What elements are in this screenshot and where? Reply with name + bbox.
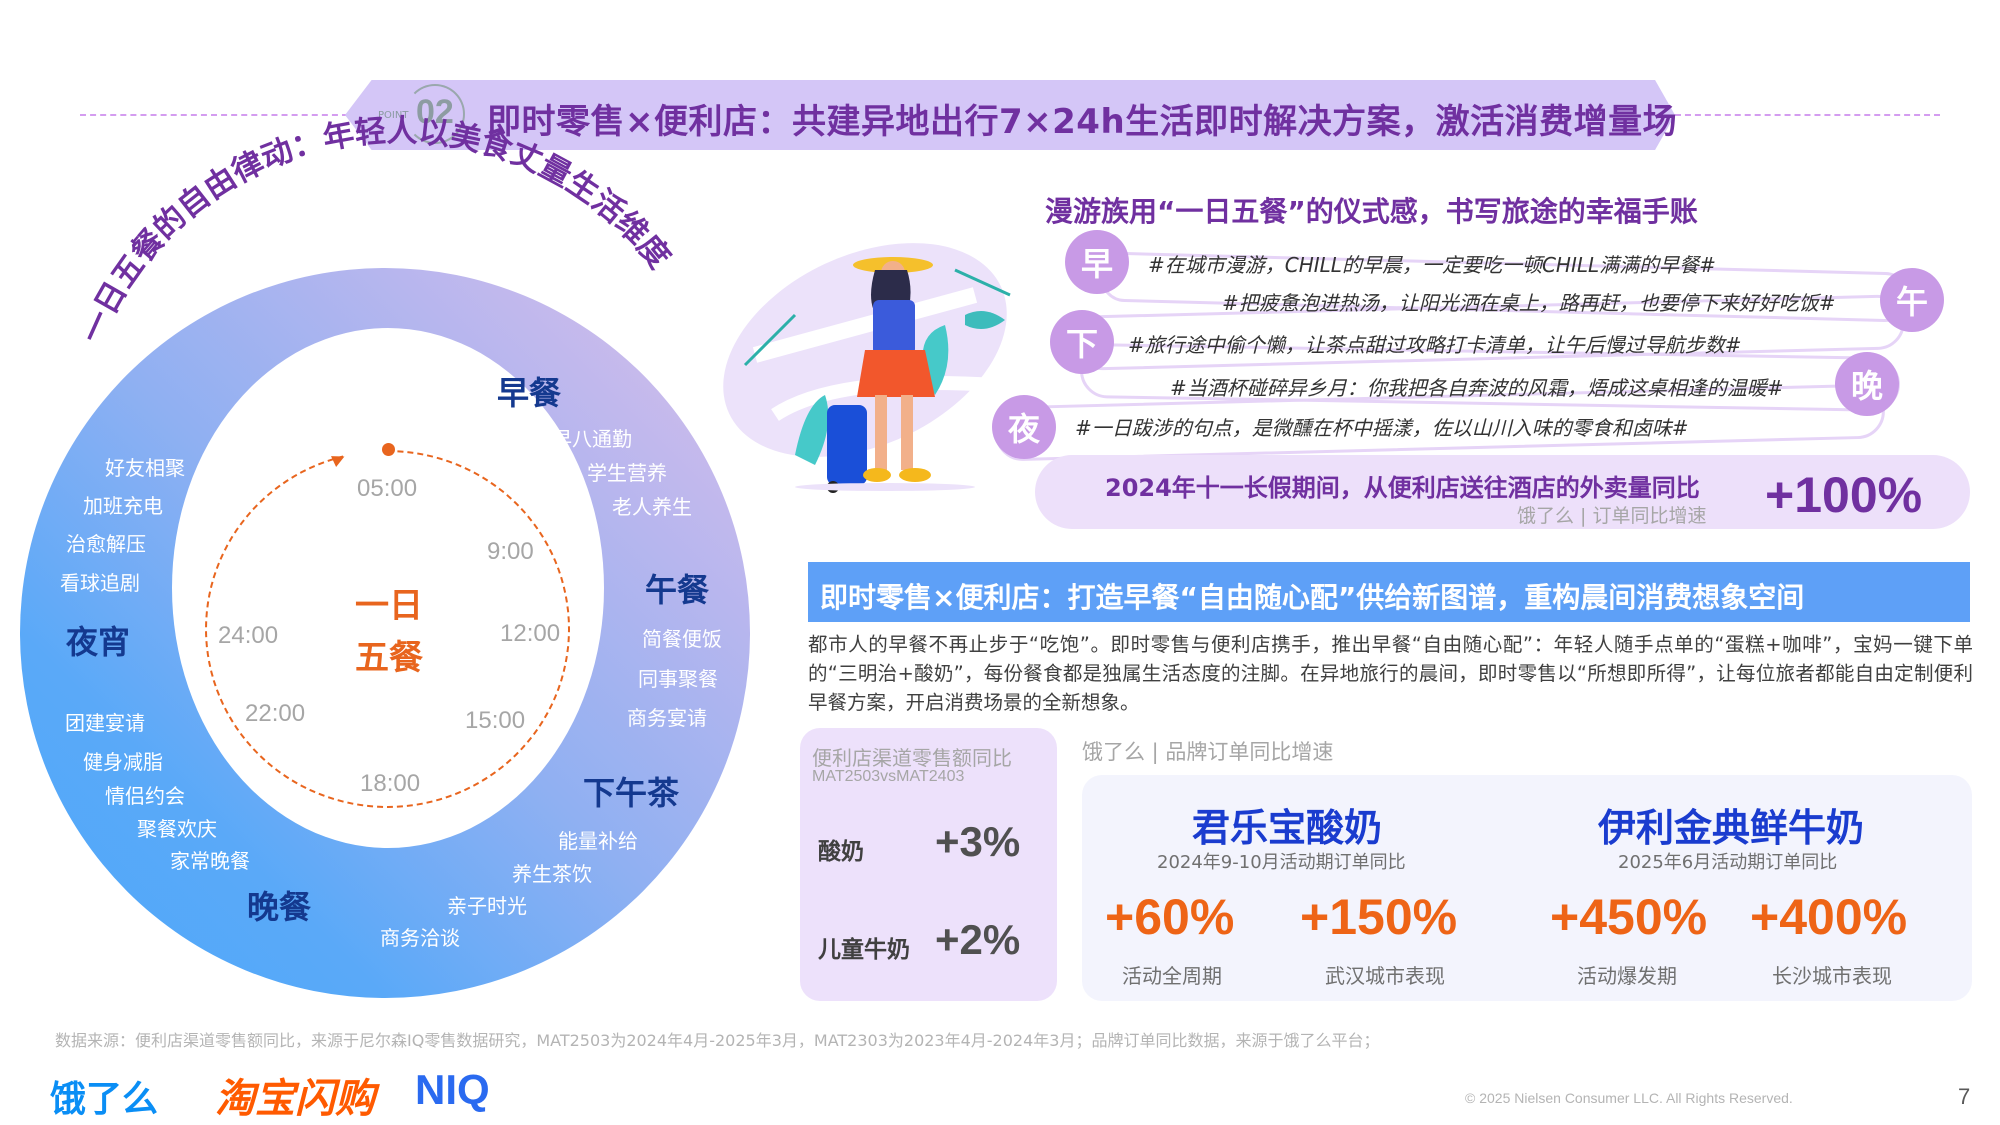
bubble-noon: 午 bbox=[1880, 268, 1944, 332]
brand-stat-value: +400% bbox=[1750, 889, 1908, 945]
tag-tea-2: 养生茶饮 bbox=[512, 862, 592, 886]
retail-box-title: 便利店渠道零售额同比 bbox=[812, 746, 1012, 770]
start-dot-icon bbox=[382, 443, 395, 456]
retail-item-label: 酸奶 bbox=[818, 839, 864, 865]
time-1200: 12:00 bbox=[500, 620, 561, 647]
brand-stat-label: 活动爆发期 bbox=[1577, 964, 1677, 988]
brand-stat-label: 长沙城市表现 bbox=[1772, 964, 1892, 988]
brand-stat-label: 活动全周期 bbox=[1122, 964, 1222, 988]
retail-growth-box bbox=[800, 728, 1057, 1001]
retail-item-value: +3% bbox=[935, 818, 1021, 865]
hashtag-morning: #在城市漫游，CHILL的早晨，一定要吃一顿CHILL满满的早餐# bbox=[1148, 253, 1716, 277]
meal-late-night: 夜宵 bbox=[66, 623, 131, 661]
highlight-stat-value: +100% bbox=[1765, 467, 1923, 523]
brand-box-caption: 饿了么 | 品牌订单同比增速 bbox=[1082, 740, 1334, 764]
retail-box-subtitle: MAT2503vsMAT2403 bbox=[812, 768, 965, 785]
header-dashed-line-right bbox=[1675, 114, 1940, 116]
tag-lunch-3: 商务宴请 bbox=[627, 706, 707, 730]
point-number-circle bbox=[405, 84, 465, 144]
time-0900: 9:00 bbox=[487, 538, 534, 565]
time-2400: 24:00 bbox=[218, 622, 279, 649]
dash-gap bbox=[345, 440, 383, 470]
retail-item-label: 儿童牛奶 bbox=[818, 937, 910, 963]
brand-stat-label: 武汉城市表现 bbox=[1325, 964, 1445, 988]
highlight-stat-source: 饿了么 | 订单同比增速 bbox=[1517, 505, 1707, 527]
arc-title: 一日五餐的自由律动：年轻人以美食丈量生活维度 bbox=[74, 113, 677, 348]
brand-growth-box bbox=[1082, 775, 1972, 1001]
header-dashed-line-left bbox=[80, 114, 348, 116]
brand-stat-value: +150% bbox=[1300, 889, 1458, 945]
tag-breakfast-1: 早八通勤 bbox=[552, 427, 632, 451]
brand-period: 2024年9-10月活动期订单同比 bbox=[1157, 852, 1406, 873]
point-number: 02 bbox=[416, 93, 454, 131]
tag-night-4: 看球追剧 bbox=[60, 571, 140, 595]
bubble-night: 夜 bbox=[992, 395, 1056, 459]
tag-breakfast-2: 学生营养 bbox=[587, 461, 667, 485]
taobao-shangou-logo: 淘宝闪购 bbox=[215, 1076, 375, 1122]
tag-dinner-2: 健身减脂 bbox=[83, 750, 163, 774]
tag-tea-3: 亲子时光 bbox=[447, 894, 527, 918]
tag-dinner-1: 团建宴请 bbox=[65, 711, 145, 735]
tag-night-3: 治愈解压 bbox=[66, 532, 146, 556]
hashtag-evening: #当酒杯碰碎异乡月：你我把各自奔波的风霜，焐成这桌相逢的温暖# bbox=[1170, 376, 1784, 400]
brand-name: 君乐宝酸奶 bbox=[1192, 806, 1383, 850]
svg-text:一日五餐的自由律动：年轻人以美食丈量生活维度: 一日五餐的自由律动：年轻人以美食丈量生活维度 bbox=[74, 113, 677, 348]
meal-lunch: 午餐 bbox=[645, 571, 710, 609]
time-0500: 05:00 bbox=[357, 475, 418, 502]
tag-dinner-5: 家常晚餐 bbox=[170, 849, 250, 873]
tag-lunch-1: 简餐便饭 bbox=[642, 627, 722, 651]
time-1800: 18:00 bbox=[360, 770, 421, 797]
bubble-evening: 晚 bbox=[1835, 352, 1899, 416]
section-title: 即时零售×便利店：打造早餐“自由随心配”供给新图谱，重构晨间消费想象空间 bbox=[820, 581, 1805, 614]
copyright: © 2025 Nielsen Consumer LLC. All Rights … bbox=[1465, 1090, 1793, 1106]
tag-night-2: 加班充电 bbox=[83, 494, 163, 518]
center-label-line2: 五餐 bbox=[355, 638, 423, 678]
tag-tea-1: 能量补给 bbox=[558, 829, 638, 853]
tag-tea-4: 商务洽谈 bbox=[380, 926, 460, 950]
tag-night-1: 好友相聚 bbox=[105, 456, 185, 480]
page-title: 即时零售×便利店：共建异地出行7×24h生活即时解决方案，激活消费增量场 bbox=[487, 102, 1678, 142]
journey-title: 漫游族用“一日五餐”的仪式感，书写旅途的幸福手账 bbox=[1045, 195, 1698, 228]
meal-breakfast: 早餐 bbox=[497, 374, 562, 412]
section-title-bar bbox=[808, 562, 1970, 622]
tag-dinner-3: 情侣约会 bbox=[105, 784, 185, 808]
header-banner bbox=[345, 80, 1675, 150]
data-source-note: 数据来源：便利店渠道零售额同比，来源于尼尔森IQ零售数据研究，MAT2503为2… bbox=[55, 1031, 1380, 1050]
retail-item-value: +2% bbox=[935, 916, 1021, 963]
tag-breakfast-3: 老人养生 bbox=[612, 495, 692, 519]
hashtag-noon: #把疲惫泡进热汤，让阳光洒在桌上，路再赶，也要停下来好好吃饭# bbox=[1222, 291, 1836, 315]
meal-dinner: 晚餐 bbox=[247, 888, 312, 926]
hashtag-afternoon: #旅行途中偷个懒，让茶点甜过攻略打卡清单，让午后慢过导航步数# bbox=[1128, 333, 1742, 357]
eleme-logo: 饿了么 bbox=[50, 1079, 159, 1120]
brand-stat-value: +60% bbox=[1105, 889, 1235, 945]
center-label-line1: 一日 bbox=[355, 586, 423, 626]
hashtag-night: #一日跋涉的句点，是微醺在杯中摇漾，佐以山川入味的零食和卤味# bbox=[1075, 416, 1689, 440]
highlight-stat-pill bbox=[1035, 455, 1970, 529]
brand-period: 2025年6月活动期订单同比 bbox=[1618, 852, 1838, 873]
tag-dinner-4: 聚餐欢庆 bbox=[137, 817, 217, 841]
time-2200: 22:00 bbox=[245, 700, 306, 727]
page-number: 7 bbox=[1958, 1084, 1971, 1109]
bubble-morning: 早 bbox=[1065, 230, 1129, 294]
brand-name: 伊利金典鲜牛奶 bbox=[1598, 806, 1865, 850]
time-1500: 15:00 bbox=[465, 707, 526, 734]
highlight-stat-text: 2024年十一长假期间，从便利店送往酒店的外卖量同比 bbox=[1105, 474, 1700, 502]
section-paragraph: 都市人的早餐不再止步于“吃饱”。即时零售与便利店携手，推出早餐“自由随心配”：年… bbox=[808, 633, 1973, 714]
bubble-afternoon: 下 bbox=[1050, 310, 1114, 374]
tag-lunch-2: 同事聚餐 bbox=[638, 667, 718, 691]
brand-stat-value: +450% bbox=[1550, 889, 1708, 945]
niq-logo: NIQ bbox=[415, 1066, 490, 1113]
traveler-illustration bbox=[723, 243, 1011, 493]
point-label: POINT bbox=[378, 110, 409, 121]
meal-afternoon-tea: 下午茶 bbox=[583, 774, 680, 812]
